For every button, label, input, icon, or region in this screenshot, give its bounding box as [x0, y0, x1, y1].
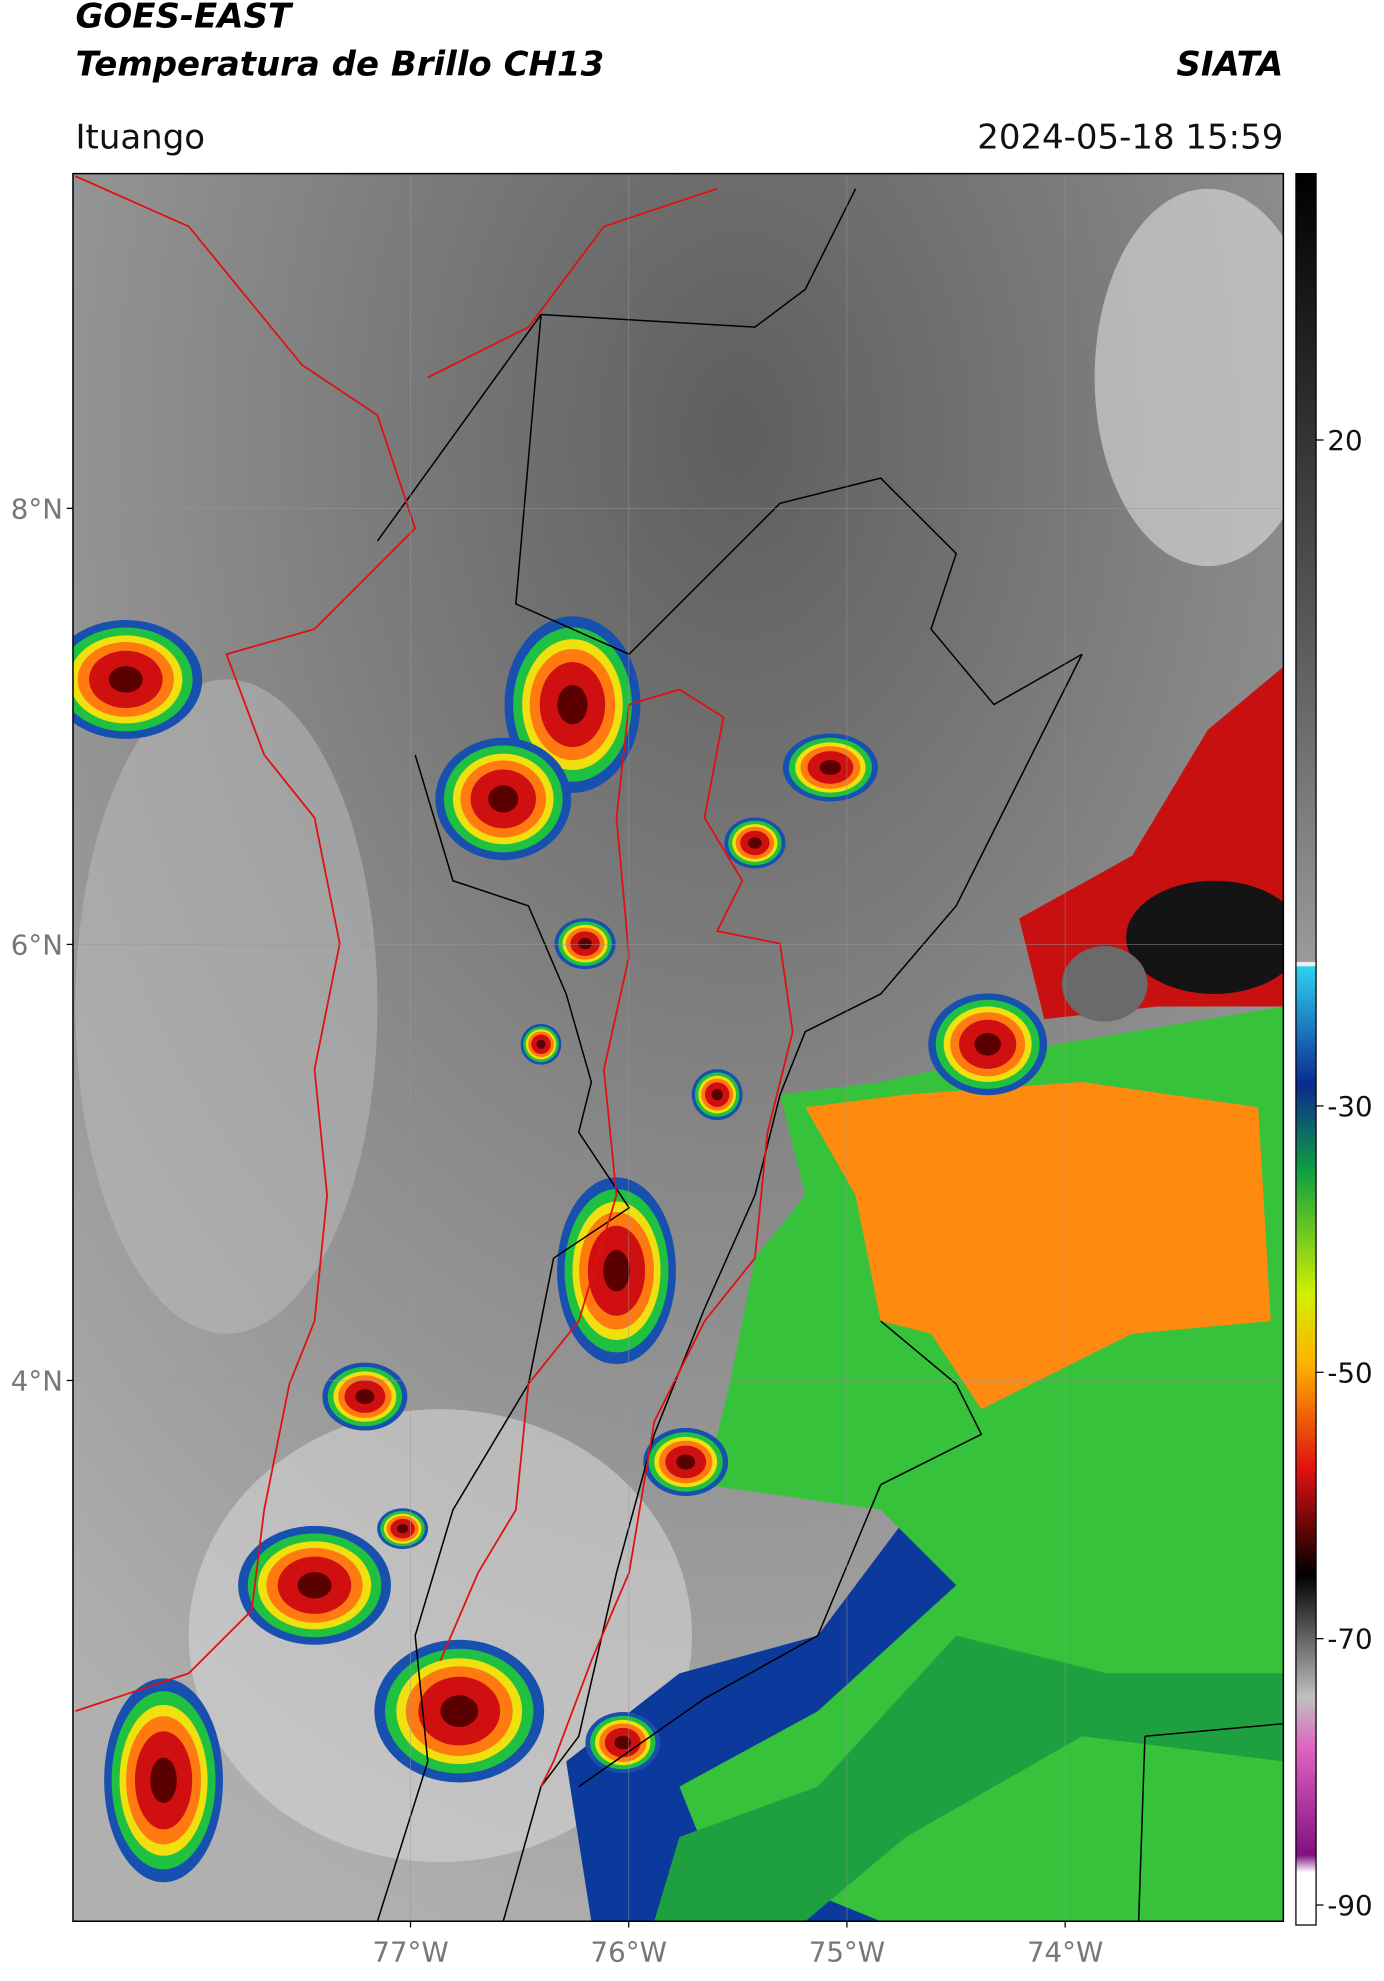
- border: [880, 1320, 983, 1486]
- storm-cell: [819, 759, 841, 776]
- cloud: [75, 679, 378, 1334]
- title: GOES-EAST: [75, 0, 293, 37]
- storm-cell: [614, 1735, 632, 1750]
- storm-cell: [711, 1088, 723, 1101]
- cloud: [1094, 188, 1284, 567]
- map-frame: [72, 172, 1285, 1922]
- cloud: [188, 1409, 692, 1863]
- cloud-cold: [654, 1635, 1284, 1922]
- storm-cells: [72, 616, 1048, 1883]
- datetime: 2024-05-18 15:59: [977, 117, 1283, 157]
- storm-cell: [355, 1389, 375, 1405]
- cloud-top: [1061, 946, 1148, 1022]
- lat-tick-label: 8°N: [11, 492, 63, 525]
- storm-cell: [603, 1249, 630, 1292]
- department-border: [540, 688, 794, 1788]
- coastline: [75, 175, 794, 1788]
- storm-cell: [557, 684, 588, 725]
- storm-cell: [536, 1039, 546, 1049]
- colorbar-tick-label: -50: [1327, 1356, 1372, 1389]
- map: [72, 173, 1284, 1922]
- storm-cell: [578, 937, 592, 950]
- lat-tick-label: 4°N: [11, 1365, 63, 1398]
- border: [502, 653, 1083, 1922]
- lon-tick-label: 75°W: [809, 1935, 885, 1968]
- colorbar: [1295, 172, 1317, 1926]
- storm-cell: [974, 1032, 1001, 1056]
- storm-cell: [440, 1695, 479, 1727]
- subtitle: Temperatura de Brillo CH13: [75, 44, 604, 84]
- colorbar-tick-label: 20: [1327, 424, 1362, 457]
- border: [1137, 1736, 1146, 1922]
- colorbar-tick-label: -70: [1327, 1623, 1372, 1656]
- lon-tick-label: 76°W: [591, 1935, 667, 1968]
- department-border: [439, 704, 630, 1662]
- coast: [75, 175, 417, 1712]
- cloud-top: [1126, 880, 1284, 994]
- lat-tick-label: 6°N: [11, 928, 63, 961]
- colorbar-tick-label: -30: [1327, 1090, 1372, 1123]
- border: [515, 314, 1083, 706]
- colorbar-tick-label: -90: [1327, 1889, 1372, 1922]
- lon-tick-label: 74°W: [1027, 1935, 1103, 1968]
- storm-cell: [150, 1757, 177, 1803]
- lon-tick-label: 77°W: [372, 1935, 448, 1968]
- border: [578, 1484, 882, 1788]
- border: [1144, 1722, 1284, 1738]
- storm-cell: [488, 785, 519, 813]
- source: SIATA: [1176, 44, 1283, 84]
- ticks: 8°N 6°N 4°N 77°W 76°W 75°W 74°W 20 -30 -50 -70 -90: [11, 424, 1373, 1968]
- storm-cell: [108, 666, 143, 693]
- graticule: [72, 173, 1284, 1922]
- storm-cell: [297, 1572, 332, 1599]
- storm-cell: [748, 837, 762, 849]
- cloud-cold: [805, 1082, 1271, 1410]
- storm-cell: [676, 1454, 696, 1470]
- coast: [427, 187, 718, 379]
- border: [376, 188, 857, 542]
- storm-cell: [396, 1524, 409, 1534]
- location: Ituango: [75, 117, 205, 157]
